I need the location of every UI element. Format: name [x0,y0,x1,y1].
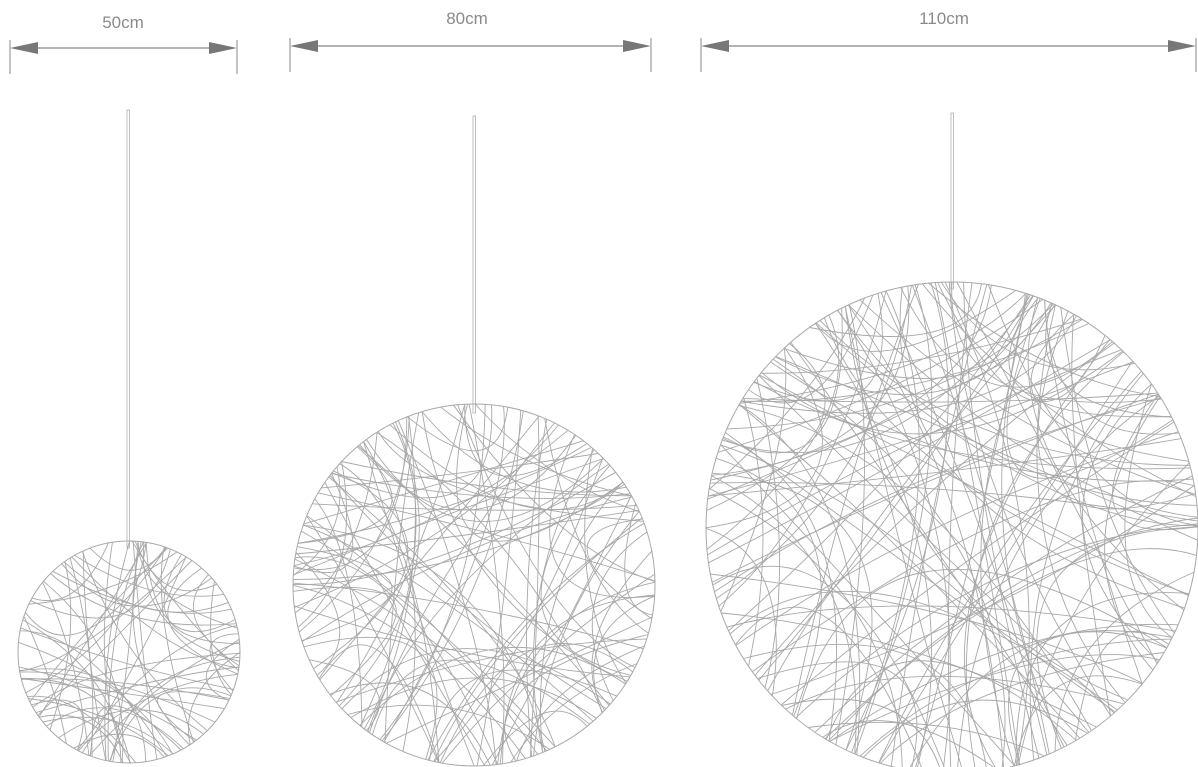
lamp-medium: 80cm [289,9,656,767]
wire-sphere-medium [292,403,656,767]
arrowhead-right-icon [209,42,237,54]
dimension-line-medium [289,38,652,72]
arrowhead-right-icon [1168,40,1196,52]
size-label-medium: 80cm [446,9,488,28]
dimension-line-small [9,40,238,74]
dimension-line-large [700,38,1197,72]
suspension-cord-large [950,112,954,290]
arrowhead-left-icon [10,42,38,54]
arrowhead-right-icon [623,40,651,52]
arrowhead-left-icon [701,40,729,52]
suspension-cord-medium [472,115,476,414]
size-label-large: 110cm [919,9,969,28]
lamp-large: 110cm [700,9,1198,767]
lamp-small: 50cm [9,13,241,764]
suspension-cord-small [126,109,130,549]
arrowhead-left-icon [290,40,318,52]
size-label-small: 50cm [102,13,144,32]
wire-sphere-large [705,281,1198,767]
wire-sphere-small [17,540,241,764]
